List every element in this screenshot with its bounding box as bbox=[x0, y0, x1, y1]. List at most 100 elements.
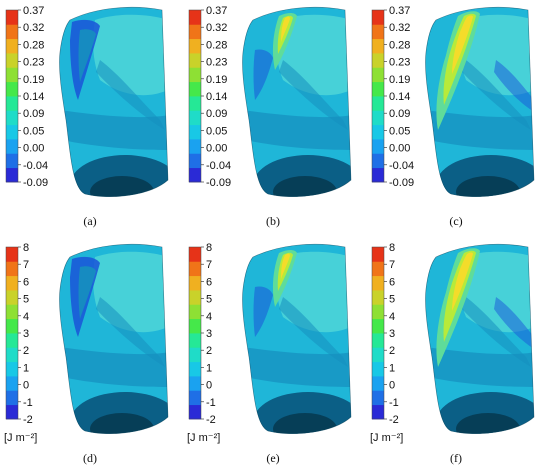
colorbar-segment bbox=[189, 290, 201, 305]
contour-plot: 8 7 6 5 4 3 2 1 0 -1 -2 [J m⁻²] bbox=[4, 242, 169, 444]
colorbar-segment bbox=[372, 376, 384, 391]
colorbar-segment bbox=[372, 81, 384, 97]
colorbar-segment bbox=[372, 318, 384, 334]
colorbar-tick-label: 1 bbox=[206, 362, 212, 374]
colorbar-tick-label: 0.32 bbox=[206, 22, 227, 34]
colorbar-tick-label: 0.14 bbox=[389, 91, 410, 103]
colorbar-segment bbox=[189, 261, 201, 277]
colorbar-segment bbox=[6, 318, 18, 334]
colorbar-segment bbox=[372, 153, 384, 169]
contour-plot: 0.37 0.32 0.28 0.23 0.19 0.14 0.09 0.05 0.00 -0.0… bbox=[5, 5, 169, 197]
colorbar-segment bbox=[372, 96, 384, 111]
colorbar-segment bbox=[6, 67, 18, 83]
colorbar-tick-label: 0 bbox=[206, 380, 212, 392]
colorbar-segment bbox=[6, 290, 18, 305]
colorbar-tick-label: 5 bbox=[389, 294, 395, 306]
colorbar-unit: [J m⁻²] bbox=[370, 432, 403, 444]
colorbar-segment bbox=[372, 124, 384, 140]
colorbar-tick-label: 0.23 bbox=[206, 57, 227, 69]
colorbar-tick-label: 0.37 bbox=[206, 5, 227, 17]
panel-e: 8 7 6 5 4 3 2 1 0 -1 -2 [J m⁻²] bbox=[183, 237, 366, 474]
colorbar-tick-label: 0.28 bbox=[206, 39, 227, 51]
colorbar-tick-label: 0.05 bbox=[23, 125, 44, 137]
blade-contour bbox=[242, 7, 351, 197]
colorbar-tick-label: 5 bbox=[206, 294, 212, 306]
colorbar-segment bbox=[189, 81, 201, 97]
colorbar-tick-label: -0.09 bbox=[206, 177, 231, 189]
colorbar-tick-label: 8 bbox=[206, 242, 212, 254]
colorbar-tick-label: 0.37 bbox=[23, 5, 44, 17]
colorbar-tick-label: 7 bbox=[389, 259, 395, 271]
colorbar-tick-label: 4 bbox=[389, 311, 395, 323]
contour-plot: 8 7 6 5 4 3 2 1 0 -1 -2 [J m⁻²] bbox=[370, 242, 535, 444]
blade-contour bbox=[425, 244, 534, 434]
colorbar-segment bbox=[189, 333, 201, 348]
colorbar-tick-label: 0.05 bbox=[389, 125, 410, 137]
colorbar-segment bbox=[6, 167, 18, 183]
blade-contour bbox=[242, 244, 351, 434]
colorbar-tick-label: 0.37 bbox=[389, 5, 410, 17]
colorbar-segment bbox=[189, 376, 201, 391]
colorbar-tick-label: -2 bbox=[206, 414, 216, 426]
panel-f: 8 7 6 5 4 3 2 1 0 -1 -2 [J m⁻²] bbox=[366, 237, 549, 474]
colorbar-tick-label: -0.04 bbox=[23, 160, 48, 172]
colorbar-tick-label: 0.09 bbox=[389, 108, 410, 120]
colorbar-tick-label: 3 bbox=[389, 328, 395, 340]
colorbar-segment bbox=[6, 96, 18, 111]
colorbar-tick-label: 2 bbox=[206, 345, 212, 357]
colorbar-segment bbox=[372, 10, 384, 25]
colorbar-tick-label: -0.04 bbox=[389, 160, 414, 172]
colorbar-tick-label: 2 bbox=[389, 345, 395, 357]
colorbar-segment bbox=[372, 361, 384, 377]
colorbar-segment bbox=[372, 38, 384, 54]
colorbar-tick-label: 3 bbox=[23, 328, 29, 340]
colorbar-tick-label: -2 bbox=[389, 414, 399, 426]
colorbar-tick-label: 4 bbox=[206, 311, 212, 323]
colorbar-tick-label: 0.23 bbox=[389, 57, 410, 69]
colorbar-tick-label: 0.00 bbox=[389, 143, 410, 155]
colorbar-segment bbox=[6, 81, 18, 97]
colorbar-segment bbox=[189, 38, 201, 54]
contour-plot: 0.37 0.32 0.28 0.23 0.19 0.14 0.09 0.05 0.00 -0.0… bbox=[188, 5, 352, 197]
colorbar-tick-label: 7 bbox=[23, 259, 29, 271]
colorbar-segment bbox=[189, 139, 201, 154]
colorbar-tick-label: 0 bbox=[23, 380, 29, 392]
colorbar-segment bbox=[6, 304, 18, 320]
colorbar-tick-label: 0.05 bbox=[206, 125, 227, 137]
colorbar-tick-label: 0.19 bbox=[389, 74, 410, 86]
colorbar-segment bbox=[372, 304, 384, 320]
colorbar-tick-label: -1 bbox=[23, 397, 33, 409]
colorbar-segment bbox=[189, 361, 201, 377]
colorbar-segment bbox=[372, 261, 384, 277]
contour-plot: 0.37 0.32 0.28 0.23 0.19 0.14 0.09 0.05 0.00 -0.0… bbox=[371, 5, 535, 197]
colorbar-unit: [J m⁻²] bbox=[4, 432, 37, 444]
colorbar-segment bbox=[6, 347, 18, 363]
blade-contour bbox=[59, 7, 168, 197]
colorbar-segment bbox=[6, 139, 18, 154]
colorbar-segment bbox=[189, 53, 201, 68]
colorbar-tick-label: 8 bbox=[23, 242, 29, 254]
colorbar-unit: [J m⁻²] bbox=[187, 432, 220, 444]
colorbar-tick-label: 5 bbox=[23, 294, 29, 306]
colorbar-tick-label: 6 bbox=[23, 276, 29, 288]
colorbar-segment bbox=[6, 261, 18, 277]
colorbar-tick-label: 0.28 bbox=[389, 39, 410, 51]
colorbar-segment bbox=[189, 67, 201, 83]
colorbar-tick-label: 6 bbox=[389, 276, 395, 288]
colorbar-segment bbox=[6, 124, 18, 140]
colorbar-tick-label: -0.09 bbox=[23, 177, 48, 189]
colorbar-tick-label: 0.28 bbox=[23, 39, 44, 51]
colorbar-segment bbox=[6, 333, 18, 348]
colorbar-segment bbox=[189, 167, 201, 183]
colorbar-segment bbox=[189, 153, 201, 169]
colorbar-tick-label: 0.00 bbox=[206, 143, 227, 155]
colorbar-tick-label: 6 bbox=[206, 276, 212, 288]
contour-plot: 8 7 6 5 4 3 2 1 0 -1 -2 [J m⁻²] bbox=[187, 242, 352, 444]
panel-caption: (d) bbox=[83, 451, 97, 465]
colorbar-tick-label: 0.19 bbox=[206, 74, 227, 86]
colorbar-segment bbox=[6, 275, 18, 291]
panel-caption: (b) bbox=[266, 214, 280, 228]
colorbar-segment bbox=[189, 110, 201, 126]
panel-a: 0.37 0.32 0.28 0.23 0.19 0.14 0.09 0.05 0.00 -0.0… bbox=[0, 0, 183, 237]
colorbar-tick-label: 0.00 bbox=[23, 143, 44, 155]
